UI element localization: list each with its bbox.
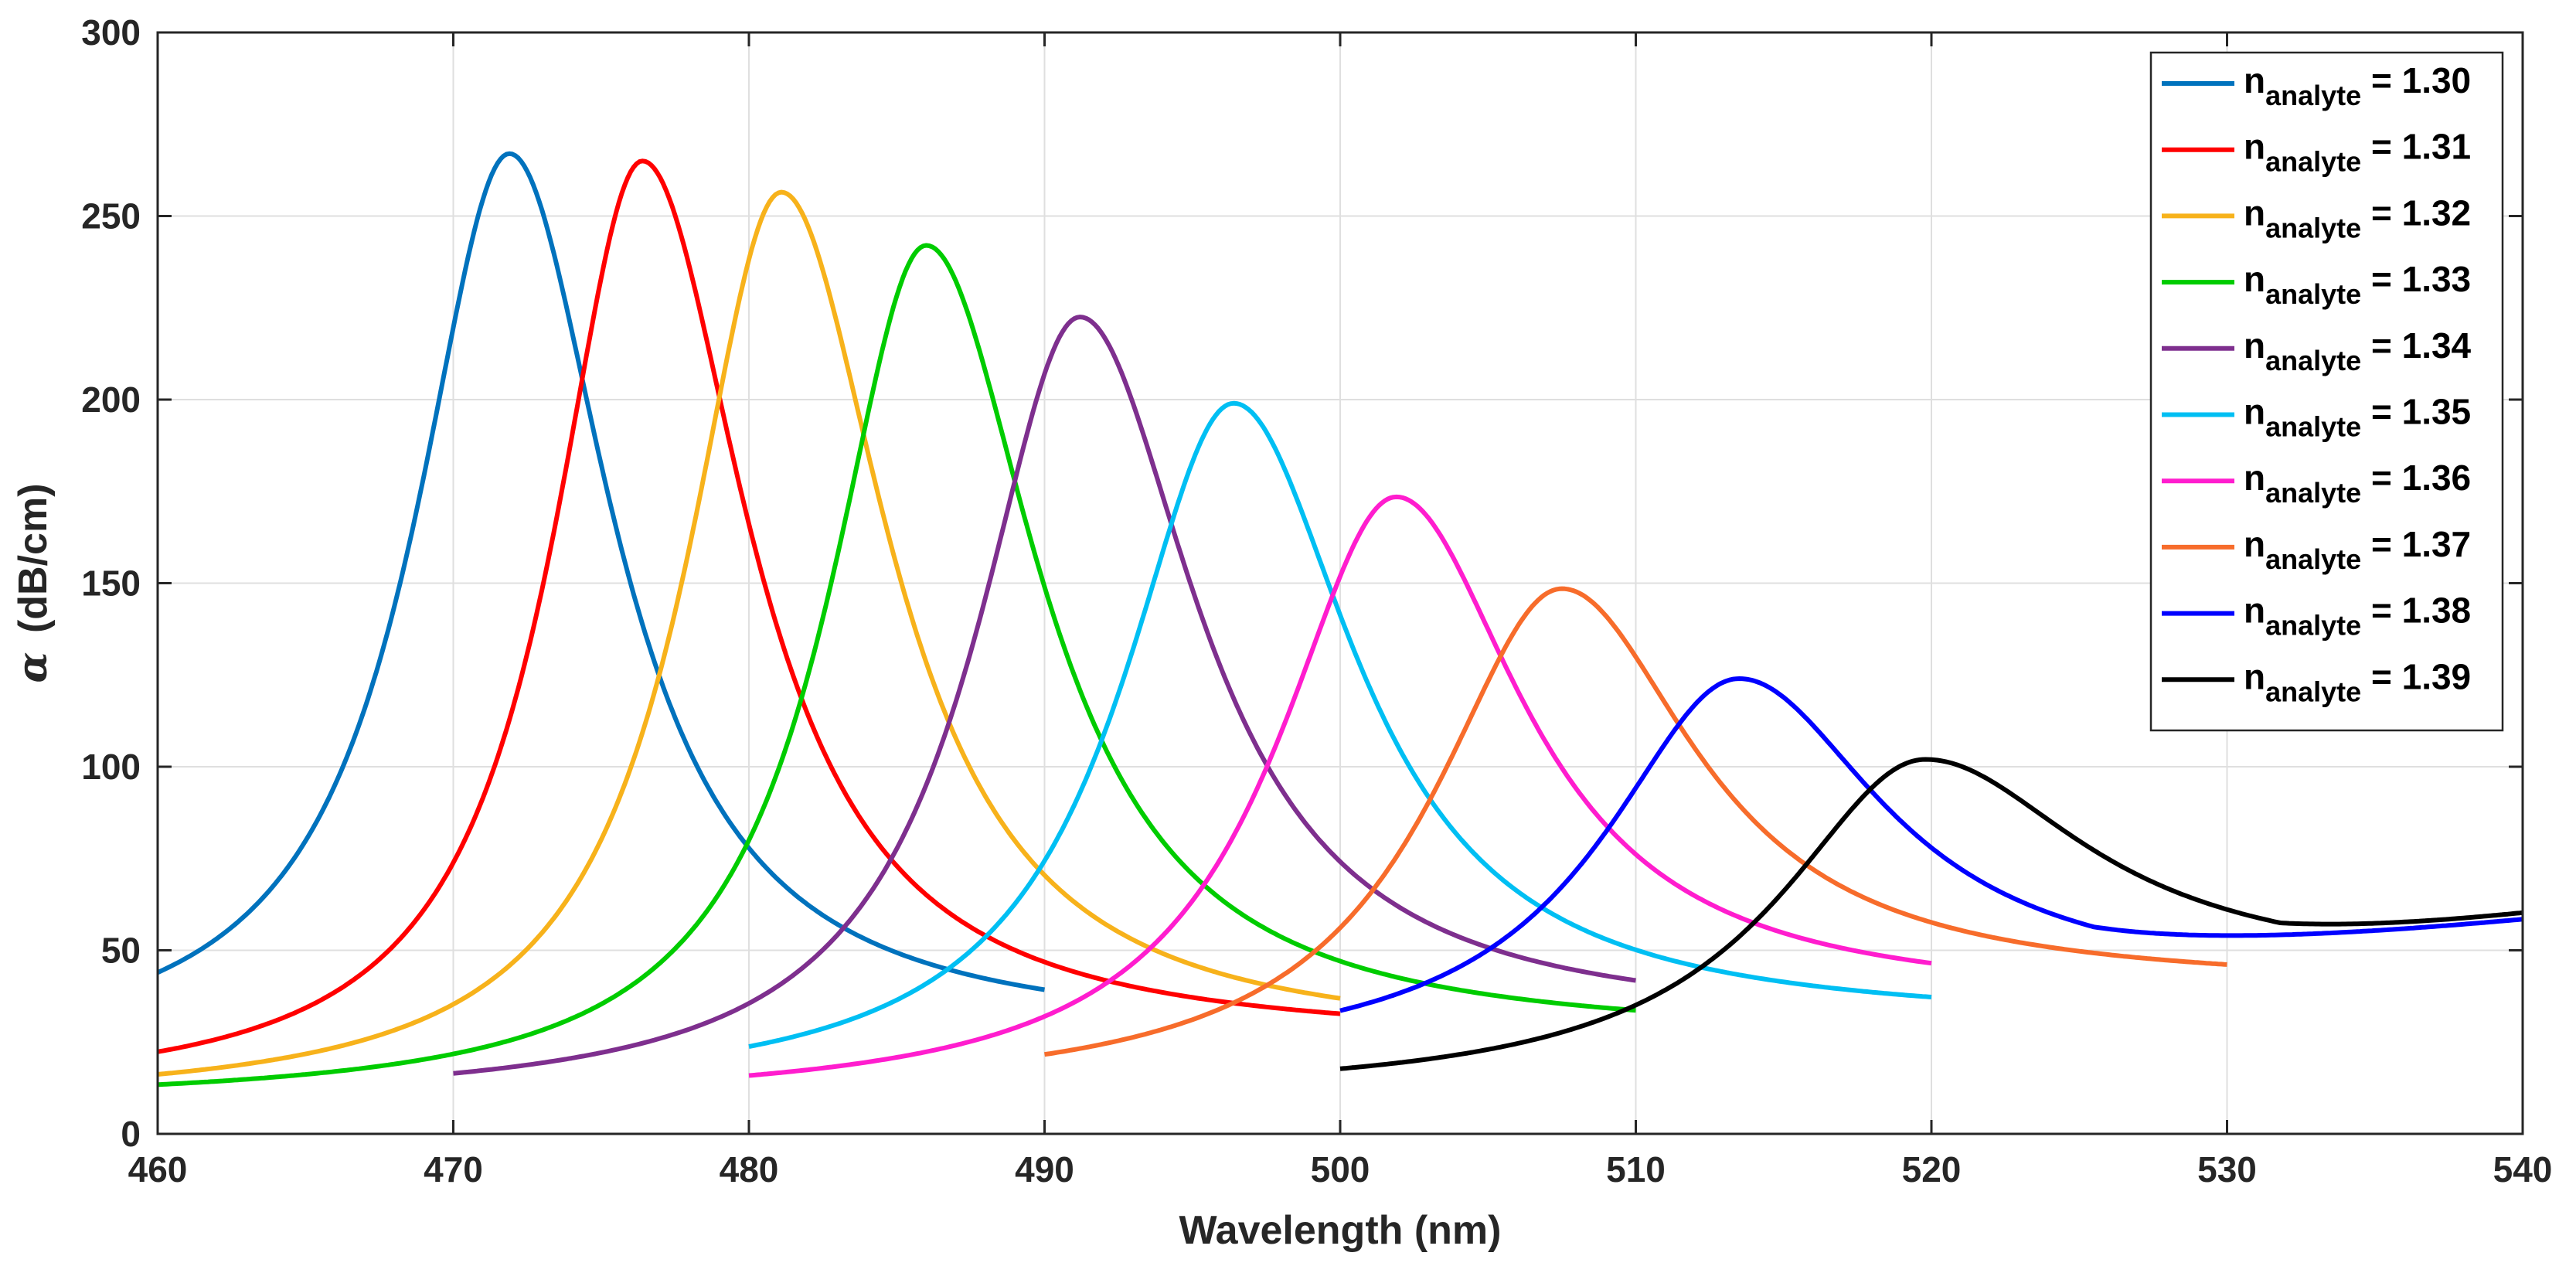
x-tick-label-510: 510 xyxy=(1606,1149,1666,1190)
x-tick-label-530: 530 xyxy=(2197,1149,2257,1190)
legend-label-main: n xyxy=(2244,591,2265,631)
legend-label-value: = 1.36 xyxy=(2361,458,2471,498)
x-tick-label-490: 490 xyxy=(1015,1149,1074,1190)
legend-label-sub: analyte xyxy=(2265,212,2361,243)
legend-label-5: nanalyte = 1.34 xyxy=(2244,325,2472,376)
legend-label-value: = 1.38 xyxy=(2361,591,2471,631)
y-tick-label-0: 0 xyxy=(121,1114,141,1154)
x-tick-label-540: 540 xyxy=(2493,1149,2553,1190)
legend-label-main: n xyxy=(2244,524,2265,564)
y-axis-symbol: α xyxy=(9,652,56,683)
legend-label-main: n xyxy=(2244,656,2265,696)
ticks: 460 470 480 490 500 510 520 530 540 0 50 100 150 200 2… xyxy=(81,12,2552,1190)
y-tick-label-100: 100 xyxy=(81,747,141,787)
legend-label-2: nanalyte = 1.31 xyxy=(2244,127,2471,178)
legend-label-sub: analyte xyxy=(2265,146,2361,178)
legend-label-value: = 1.33 xyxy=(2361,259,2471,299)
legend-label-sub: analyte xyxy=(2265,676,2361,707)
series-line-6 xyxy=(748,400,1932,1049)
legend-label-7: nanalyte = 1.36 xyxy=(2244,458,2471,509)
x-tick-label-460: 460 xyxy=(128,1149,188,1190)
legend-label-sub: analyte xyxy=(2265,411,2361,443)
legend-label-value: = 1.31 xyxy=(2361,127,2471,167)
legend-label-9: nanalyte = 1.38 xyxy=(2244,591,2471,642)
series-line-3 xyxy=(157,189,1341,1077)
y-axis-unit: (dB/cm) xyxy=(11,483,56,633)
x-axis-label: Wavelength (nm) xyxy=(1179,1208,1502,1253)
y-tick-label-50: 50 xyxy=(101,931,141,971)
series-line-5 xyxy=(453,315,1636,1076)
y-tick-label-150: 150 xyxy=(81,563,141,604)
legend-label-sub: analyte xyxy=(2265,345,2361,376)
legend-label-main: n xyxy=(2244,259,2265,299)
legend-label-main: n xyxy=(2244,458,2265,498)
x-tick-label-470: 470 xyxy=(424,1149,483,1190)
legend-label-sub: analyte xyxy=(2265,80,2361,111)
legend-label-sub: analyte xyxy=(2265,610,2361,642)
legend-label-3: nanalyte = 1.32 xyxy=(2244,192,2471,243)
legend-box xyxy=(2149,51,2504,732)
legend-label-value: = 1.37 xyxy=(2361,524,2471,564)
legend-label-value: = 1.30 xyxy=(2361,60,2471,100)
series-line-7 xyxy=(748,494,1932,1078)
y-tick-label-300: 300 xyxy=(81,12,141,53)
legend-label-sub: analyte xyxy=(2265,543,2361,575)
series-line-4 xyxy=(157,243,1636,1087)
series-line-10 xyxy=(1339,757,2523,1071)
legend-label-10: nanalyte = 1.39 xyxy=(2244,656,2471,707)
legend-label-value: = 1.32 xyxy=(2361,192,2471,233)
legend-label-8: nanalyte = 1.37 xyxy=(2244,524,2471,575)
series-line-1 xyxy=(156,151,1045,992)
y-tick-label-250: 250 xyxy=(81,196,141,237)
legend-label-6: nanalyte = 1.35 xyxy=(2244,392,2471,443)
series-line-9 xyxy=(1339,676,2523,1013)
legend-label-main: n xyxy=(2244,325,2265,366)
y-axis-label: α (dB/cm) xyxy=(9,483,56,682)
legend-label-value: = 1.35 xyxy=(2361,392,2471,432)
legend-label-main: n xyxy=(2244,192,2265,233)
legend-label-1: nanalyte = 1.30 xyxy=(2244,60,2471,111)
legend-label-sub: analyte xyxy=(2265,477,2361,509)
series-line-8 xyxy=(1044,586,2227,1057)
series-group xyxy=(156,151,2523,1087)
series-line-2 xyxy=(157,158,1341,1054)
legend-label-4: nanalyte = 1.33 xyxy=(2244,259,2471,310)
legend-label-main: n xyxy=(2244,392,2265,432)
legend-label-sub: analyte xyxy=(2265,278,2361,310)
x-tick-label-480: 480 xyxy=(720,1149,779,1190)
legend-label-value: = 1.39 xyxy=(2361,656,2471,696)
legend-label-main: n xyxy=(2244,60,2265,100)
x-tick-label-500: 500 xyxy=(1311,1149,1370,1190)
legend-label-value: = 1.34 xyxy=(2361,325,2471,366)
y-tick-label-200: 200 xyxy=(81,380,141,420)
legend-label-main: n xyxy=(2244,127,2265,167)
x-tick-label-520: 520 xyxy=(1902,1149,1962,1190)
